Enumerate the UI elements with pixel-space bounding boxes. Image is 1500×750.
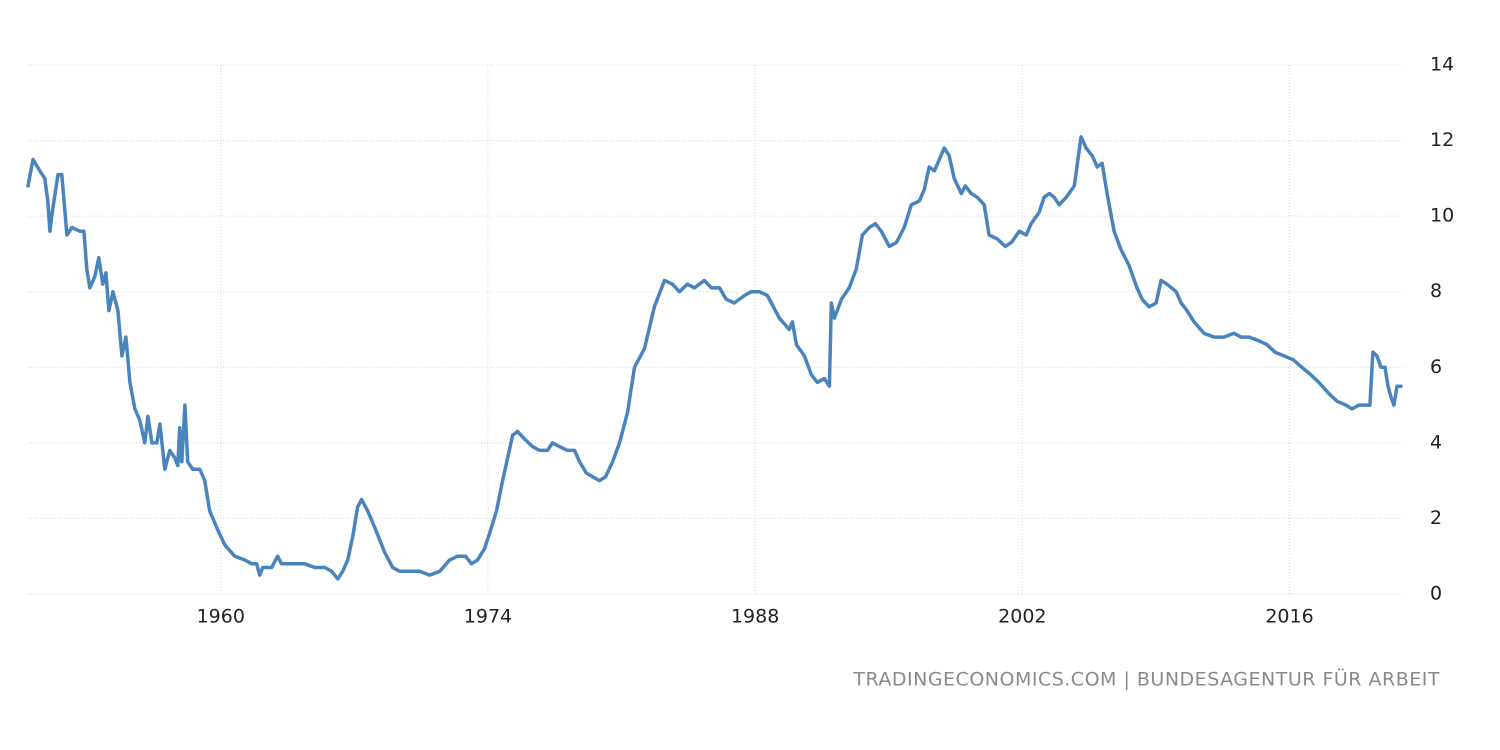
x-tick-label: 2016 [1265,606,1313,628]
y-tick-label: 4 [1430,431,1442,453]
source: TRADINGECONOMICS.COM | BUNDESAGENTUR FÜR… [852,668,1440,691]
y-tick-label: 10 [1430,205,1454,227]
y-tick-label: 2 [1430,507,1442,529]
x-tick-label: 1960 [197,606,245,628]
y-tick-label: 12 [1430,129,1454,151]
x-tick-label: 1974 [464,606,512,628]
data-line [26,135,1403,581]
x-tick-label: 2002 [998,606,1046,628]
y-tick-label: 14 [1430,54,1454,76]
x-tick-label: 1988 [731,606,779,628]
y-tick-label: 6 [1430,356,1442,378]
y-tick-label: 8 [1430,280,1442,302]
y-tick-label: 0 [1430,583,1442,605]
